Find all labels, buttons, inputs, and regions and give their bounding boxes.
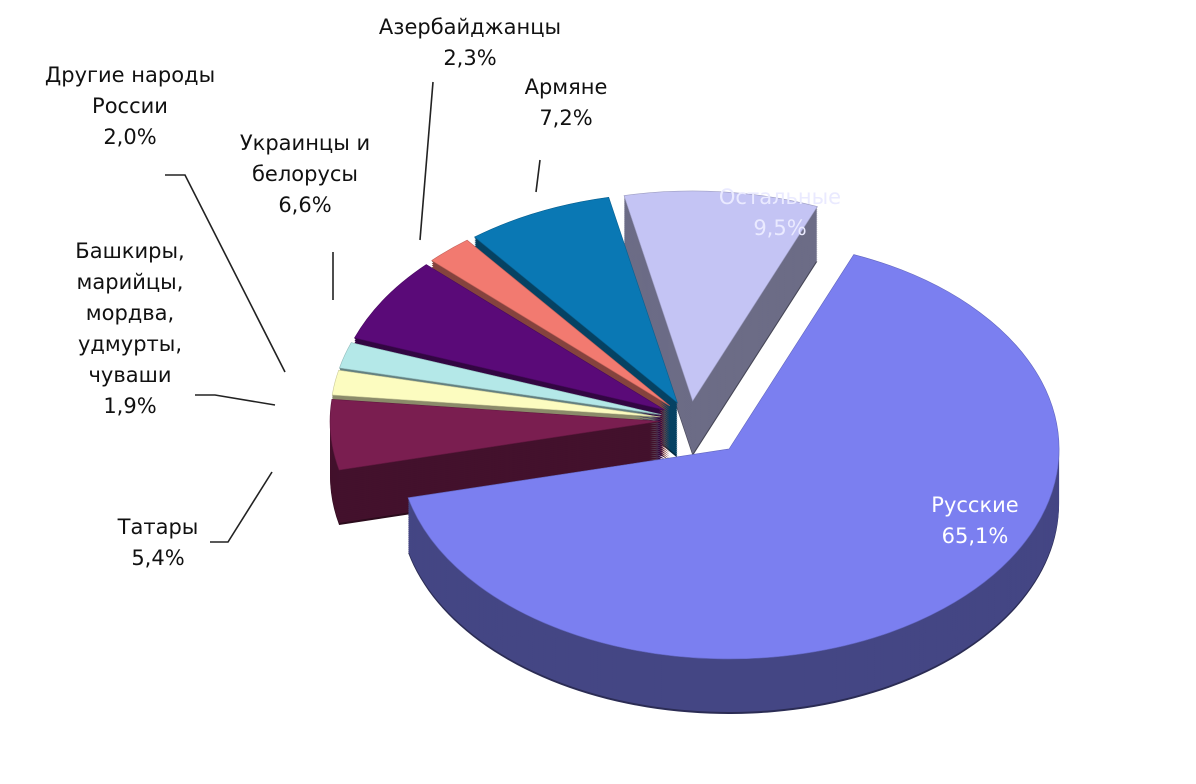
slice xyxy=(331,369,661,418)
leader-line xyxy=(210,471,273,543)
slice xyxy=(339,342,662,415)
value-label: 9,5% xyxy=(753,216,807,240)
value-label: 1,9% xyxy=(103,394,157,418)
category-label: Русские xyxy=(931,493,1019,517)
slice-label: Армяне 7,2% xyxy=(525,72,608,134)
slice-label: Русские 65,1% xyxy=(931,490,1018,552)
leader-line xyxy=(165,174,286,373)
value-label: 2,0% xyxy=(103,125,157,149)
slice-label: Башкиры, марийцы, мордва, удмурты, чуваш… xyxy=(75,236,184,422)
slice xyxy=(354,264,665,411)
slice xyxy=(431,239,671,407)
leader-line xyxy=(419,81,434,241)
value-label: 7,2% xyxy=(539,106,593,130)
slice xyxy=(473,196,678,404)
value-label: 65,1% xyxy=(941,524,1009,548)
category-label: Башкиры, марийцы, мордва, удмурты, чуваш… xyxy=(75,239,185,387)
category-label: Остальные xyxy=(718,185,842,209)
category-label: Армяне xyxy=(524,75,608,99)
leader-line xyxy=(195,394,276,406)
slice xyxy=(329,398,661,471)
slice-label: Татары 5,4% xyxy=(118,512,199,574)
slice xyxy=(623,190,818,402)
slice-label: Другие народы России 2,0% xyxy=(45,60,215,153)
category-label: Азербайджанцы xyxy=(378,15,562,39)
slice-label: Остальные 9,5% xyxy=(719,182,841,244)
slice-label: Украинцы и белорусы 6,6% xyxy=(240,128,370,221)
pie xyxy=(329,190,1060,714)
slice xyxy=(407,254,1060,660)
leader-line xyxy=(535,159,541,193)
category-label: Другие народы России xyxy=(44,63,216,118)
category-label: Татары xyxy=(117,515,199,539)
slice-label: Азербайджанцы 2,3% xyxy=(379,12,561,74)
category-label: Украинцы и белорусы xyxy=(239,131,371,186)
value-label: 6,6% xyxy=(278,193,332,217)
value-label: 2,3% xyxy=(443,46,497,70)
value-label: 5,4% xyxy=(131,546,185,570)
